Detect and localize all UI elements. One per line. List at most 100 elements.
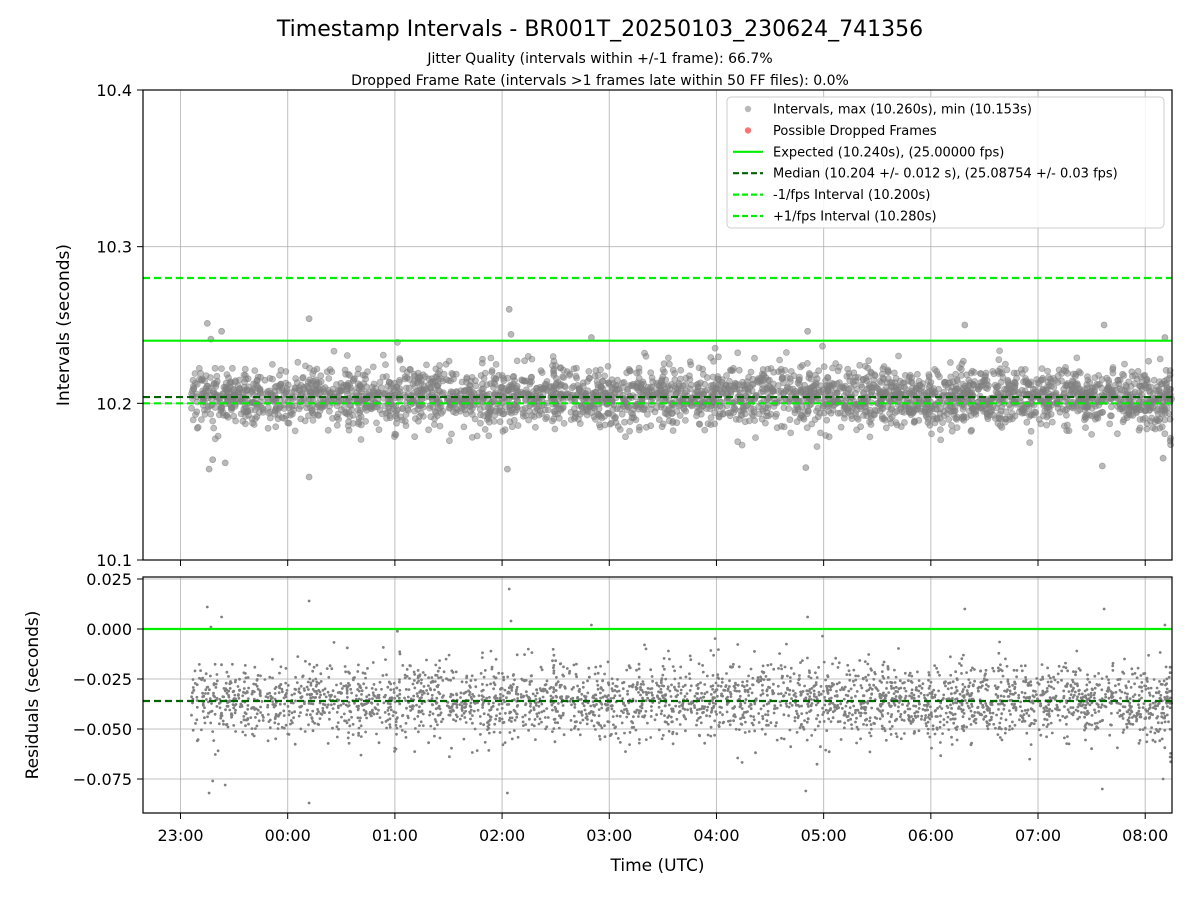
residual-point (747, 674, 750, 678)
residual-point (979, 669, 983, 673)
residual-point (668, 657, 671, 661)
residual-point (529, 702, 532, 705)
interval-point (410, 389, 418, 397)
residual-point (830, 682, 834, 685)
residual-point (477, 694, 481, 697)
interval-point (315, 379, 323, 387)
interval-point (786, 416, 794, 424)
residual-point (709, 693, 713, 696)
residual-point (815, 676, 819, 679)
interval-point (812, 379, 820, 387)
interval-point (1035, 416, 1043, 423)
interval-point (419, 412, 427, 420)
residual-point (798, 683, 801, 687)
interval-point (901, 383, 908, 391)
residual-point (1125, 710, 1129, 714)
residual-point (664, 677, 668, 681)
residual-point (510, 685, 514, 689)
residual-point (1088, 680, 1092, 684)
y-tick-label: 0.000 (86, 620, 132, 639)
interval-point (467, 407, 474, 415)
residual-point (1007, 682, 1010, 686)
interval-point-outlier (804, 327, 811, 335)
residual-point (631, 683, 635, 687)
residual-point (967, 678, 971, 681)
interval-point (596, 421, 603, 429)
residual-point (1050, 685, 1053, 689)
residual-point (442, 670, 446, 674)
interval-point (749, 381, 757, 388)
residual-point (546, 716, 550, 719)
interval-point (265, 409, 273, 417)
residual-point (1004, 657, 1007, 661)
residual-point (754, 751, 757, 755)
residual-point (883, 729, 887, 733)
interval-point (212, 380, 220, 388)
residual-point (213, 712, 217, 716)
interval-point (560, 419, 568, 427)
residual-point (433, 680, 437, 683)
legend-marker-dropped (744, 127, 752, 134)
interval-point (995, 356, 1003, 364)
residual-point (729, 695, 733, 698)
residual-point (380, 687, 383, 691)
residual-point (1130, 667, 1134, 671)
interval-point (382, 361, 389, 369)
interval-point (859, 389, 867, 397)
residual-point (1034, 693, 1038, 696)
interval-point (556, 405, 563, 413)
residual-point (736, 756, 740, 760)
residual-point (597, 708, 601, 711)
residual-point (999, 717, 1003, 720)
interval-point (686, 385, 694, 393)
interval-point (1119, 370, 1126, 378)
residual-point (1083, 715, 1086, 719)
residual-point (806, 656, 809, 660)
residual-point (278, 671, 281, 675)
interval-point-outlier (209, 456, 217, 464)
residual-point (278, 702, 282, 706)
residual-point (489, 682, 492, 686)
residual-point (346, 695, 349, 699)
residual-point (425, 689, 428, 692)
interval-point (436, 361, 444, 369)
residual-point (673, 677, 677, 681)
interval-point (865, 357, 873, 365)
interval-point (841, 382, 849, 390)
residual-point (237, 694, 240, 697)
residual-point (321, 706, 325, 710)
residual-point (917, 695, 921, 698)
residual-point (947, 681, 950, 685)
interval-point (354, 365, 362, 373)
legend-entry: Expected (10.240s), (25.00000 fps) (773, 145, 1004, 160)
residual-point (637, 711, 641, 715)
interval-point (490, 417, 498, 425)
interval-point (533, 387, 541, 395)
residual-point (890, 725, 894, 728)
interval-point (876, 388, 884, 396)
interval-point (222, 379, 230, 387)
interval-point (778, 422, 785, 430)
residual-point (404, 688, 408, 691)
interval-point (477, 372, 485, 379)
residual-point (868, 750, 872, 754)
residual-point (1045, 735, 1048, 739)
interval-point (867, 421, 875, 428)
residual-point (1165, 677, 1169, 681)
y-axis-label-intervals: Intervals (seconds) (54, 244, 74, 406)
residual-point (795, 709, 798, 713)
residual-point (575, 662, 578, 666)
residual-point (360, 689, 364, 693)
residual-point (978, 713, 982, 716)
residual-point (1163, 746, 1167, 750)
residual-point (1159, 693, 1163, 697)
interval-point (723, 372, 730, 379)
interval-point (362, 383, 370, 391)
residual-point (1123, 691, 1127, 695)
interval-point (764, 365, 772, 373)
residual-point (1129, 686, 1133, 689)
residual-point (244, 724, 247, 728)
interval-point (699, 370, 707, 378)
interval-point (210, 424, 218, 432)
residual-point (355, 694, 358, 697)
